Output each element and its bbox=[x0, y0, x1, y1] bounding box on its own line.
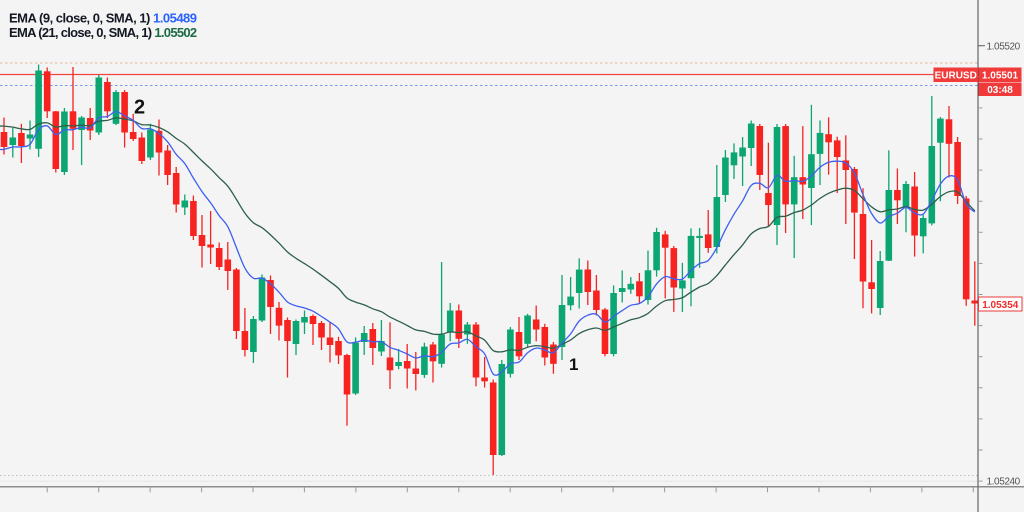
svg-text:EMA (21, close, 0, SMA, 1) 1.0: EMA (21, close, 0, SMA, 1) 1.05502 bbox=[9, 25, 197, 40]
svg-text:1.05240: 1.05240 bbox=[987, 477, 1021, 488]
svg-text:2: 2 bbox=[134, 97, 145, 119]
svg-text:1.05501: 1.05501 bbox=[982, 70, 1019, 81]
svg-text:EURUSD: EURUSD bbox=[935, 70, 977, 81]
svg-text:EMA (9, close, 0, SMA, 1) 1.05: EMA (9, close, 0, SMA, 1) 1.05489 bbox=[9, 10, 197, 25]
svg-text:1: 1 bbox=[569, 355, 578, 374]
svg-text:1.05354: 1.05354 bbox=[982, 300, 1019, 311]
svg-text:03:48: 03:48 bbox=[987, 85, 1013, 96]
svg-text:1.05520: 1.05520 bbox=[987, 41, 1021, 52]
